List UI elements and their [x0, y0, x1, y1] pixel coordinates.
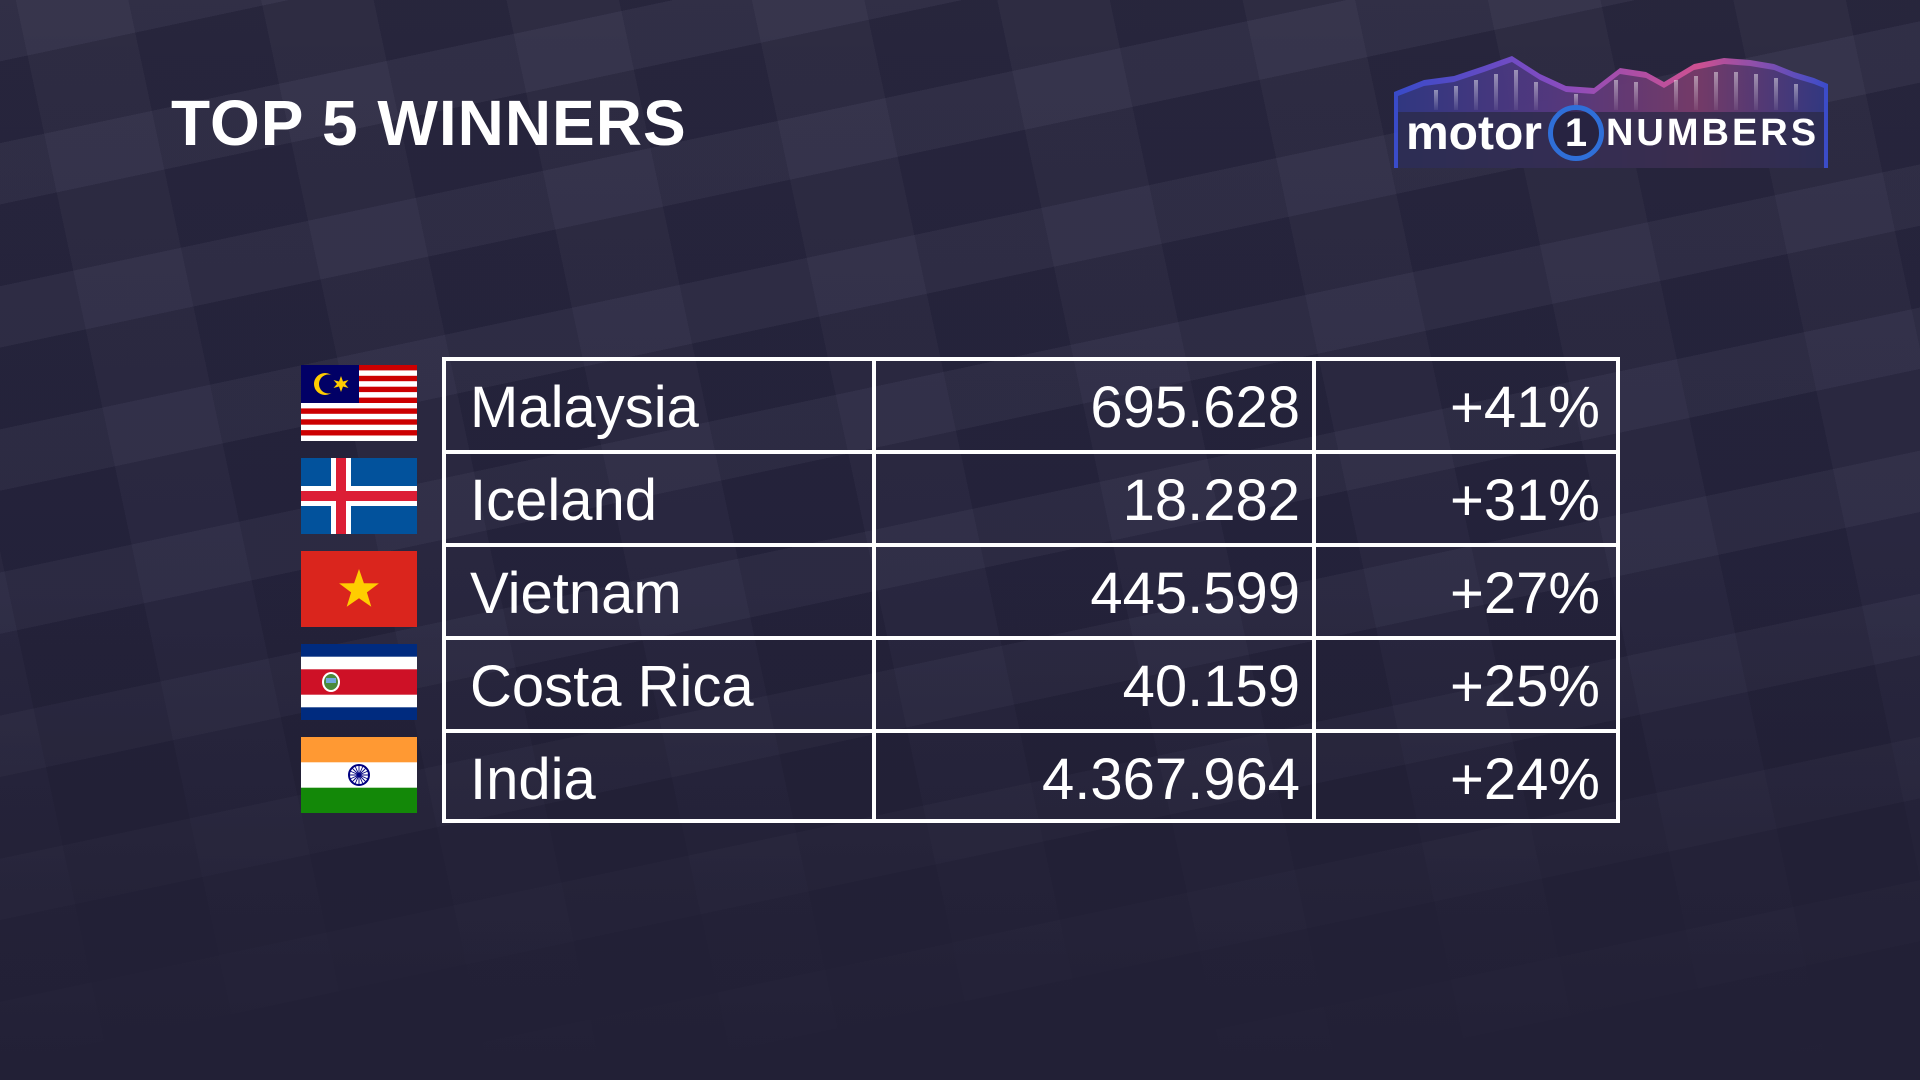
- sales-value: 445.599: [1090, 561, 1300, 626]
- row-divider: [446, 636, 1616, 640]
- country-name: Costa Rica: [470, 654, 754, 719]
- growth-value: +25%: [1450, 654, 1600, 719]
- winners-table: Malaysia 695.628 +41% Iceland 18.282 +31…: [442, 357, 1620, 823]
- row-divider: [446, 729, 1616, 733]
- row-divider: [446, 450, 1616, 454]
- table-row: Malaysia 695.628 +41%: [446, 361, 1616, 454]
- growth-value: +41%: [1450, 375, 1600, 440]
- table-row: Costa Rica 40.159 +25%: [446, 640, 1616, 733]
- growth-value: +24%: [1450, 747, 1600, 812]
- sales-value: 18.282: [1122, 468, 1300, 533]
- logo-text: motor 1 NUMBERS: [1406, 98, 1826, 168]
- malaysia-flag-icon: [301, 365, 417, 441]
- column-divider: [1312, 361, 1316, 819]
- sales-value: 695.628: [1090, 375, 1300, 440]
- table-row: Iceland 18.282 +31%: [446, 454, 1616, 547]
- column-divider: [872, 361, 876, 819]
- india-flag-icon: [301, 737, 417, 813]
- country-name: Iceland: [470, 468, 658, 533]
- sales-value: 40.159: [1122, 654, 1300, 719]
- motor1-numbers-logo: motor 1 NUMBERS: [1394, 50, 1828, 170]
- growth-value: +31%: [1450, 468, 1600, 533]
- logo-numbers-text: NUMBERS: [1605, 111, 1820, 154]
- logo-motor-text: motor: [1406, 106, 1542, 160]
- country-name: India: [470, 747, 596, 812]
- table-row: India 4.367.964 +24%: [446, 733, 1616, 826]
- table-row: Vietnam 445.599 +27%: [446, 547, 1616, 640]
- country-name: Vietnam: [470, 561, 682, 626]
- growth-value: +27%: [1450, 561, 1600, 626]
- country-name: Malaysia: [470, 375, 699, 440]
- vietnam-flag-icon: [301, 551, 417, 627]
- page-title: TOP 5 WINNERS: [171, 87, 687, 159]
- logo-skyline-icon: [1394, 56, 1828, 168]
- row-divider: [446, 543, 1616, 547]
- logo-one-badge: 1: [1547, 105, 1604, 161]
- sales-value: 4.367.964: [1041, 747, 1300, 812]
- costa-rica-flag-icon: [301, 644, 417, 720]
- iceland-flag-icon: [301, 458, 417, 534]
